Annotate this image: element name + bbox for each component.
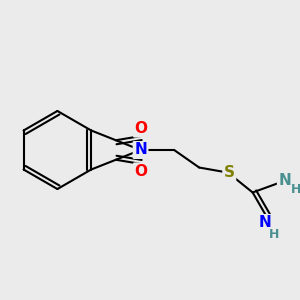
Text: H: H [269,228,279,241]
Text: N: N [259,215,272,230]
Text: N: N [278,173,291,188]
Text: H: H [290,183,300,196]
Text: O: O [134,164,148,179]
Text: S: S [224,165,235,180]
Text: N: N [134,142,147,158]
Text: O: O [134,121,148,136]
